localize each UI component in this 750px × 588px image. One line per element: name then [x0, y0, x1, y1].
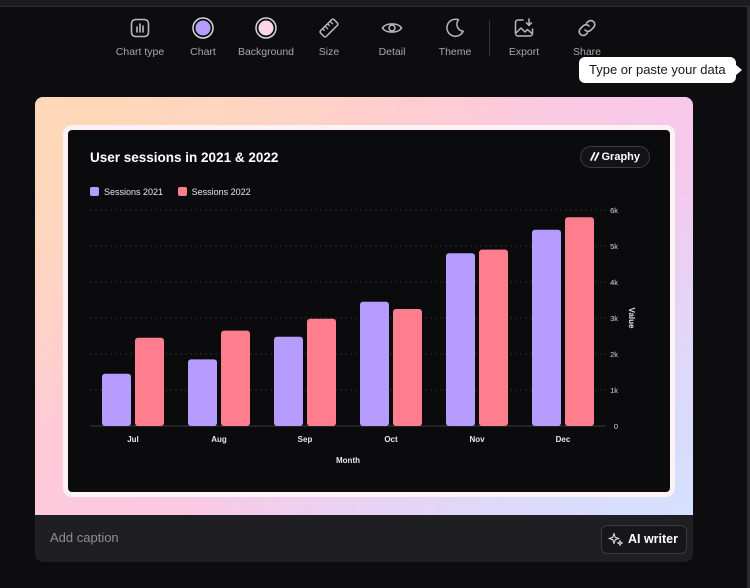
- export-label: Export: [508, 46, 540, 58]
- bar-2021-oct: [360, 301, 389, 426]
- bar-2021-dec: [532, 229, 561, 426]
- window-right-edge: [747, 6, 750, 588]
- y-axis-label: Value: [627, 308, 636, 329]
- data-input-tooltip: Type or paste your data: [579, 57, 736, 83]
- bar-chart: 0 1k 2k 3k 4k 5k 6k Value Jul Aug Sep Oct Nov Dec Mont…: [90, 206, 636, 465]
- chart-type-label: Chart type: [115, 46, 165, 58]
- tooltip-arrow: [735, 64, 742, 76]
- bar-2022-dec: [565, 217, 594, 426]
- legend-item-2022[interactable]: Sessions 2022: [177, 187, 251, 197]
- bar-2022-sep: [307, 318, 336, 426]
- legend-item-2021[interactable]: Sessions 2021: [90, 187, 163, 197]
- export-button[interactable]: Export: [489, 16, 559, 58]
- x-tick-label: Oct: [384, 435, 398, 444]
- detail-label: Detail: [378, 46, 406, 58]
- y-tick-label: 4k: [610, 278, 618, 287]
- theme-label: Theme: [438, 46, 472, 58]
- y-tick-label: 6k: [610, 206, 618, 215]
- link-icon: [578, 19, 596, 37]
- x-tick-label: Jul: [127, 435, 139, 444]
- y-tick-label: 5k: [610, 242, 618, 251]
- chart-toolbar: Chart type Chart Background Size: [0, 16, 750, 64]
- bar-2021-sep: [274, 336, 303, 426]
- chart-title: User sessions in 2021 & 2022: [90, 150, 279, 165]
- toolbar-divider: [489, 20, 490, 56]
- y-tick-label: 1k: [610, 386, 618, 395]
- x-axis-label: Month: [336, 456, 360, 465]
- bar-2022-oct: [393, 309, 422, 426]
- x-tick-label: Aug: [211, 435, 227, 444]
- share-label: Share: [572, 46, 602, 58]
- x-tick-label: Sep: [298, 435, 313, 444]
- legend-swatch-2022: [177, 187, 187, 196]
- chart-type-button[interactable]: Chart type: [105, 16, 175, 58]
- chart-color-swatch: [192, 17, 214, 39]
- bar-2022-jul: [135, 337, 164, 426]
- graphy-logo-icon: [590, 152, 600, 161]
- chart-legend: Sessions 2021 Sessions 2022: [90, 187, 263, 197]
- theme-button[interactable]: Theme: [420, 16, 490, 58]
- bar-2022-aug: [221, 330, 250, 426]
- detail-button[interactable]: Detail: [357, 16, 427, 58]
- chart-frame[interactable]: 0 1k 2k 3k 4k 5k 6k Value Jul Aug Sep Oct Nov Dec Mont…: [63, 125, 675, 497]
- bar-2021-nov: [446, 253, 475, 426]
- chart-color-button[interactable]: Chart: [168, 16, 238, 58]
- caption-bar: Add caption AI writer: [35, 515, 693, 562]
- x-tick-label: Dec: [556, 435, 571, 444]
- background-color-label: Background: [237, 46, 295, 58]
- ruler-icon: [319, 18, 339, 38]
- y-tick-label: 0: [614, 422, 618, 431]
- chart-card: 0 1k 2k 3k 4k 5k 6k Value Jul Aug Sep Oct Nov Dec Mont…: [35, 97, 693, 562]
- bar-2022-nov: [479, 249, 508, 426]
- x-tick-label: Nov: [469, 435, 485, 444]
- y-tick-label: 2k: [610, 350, 618, 359]
- background-color-swatch: [255, 17, 277, 39]
- background-color-button[interactable]: Background: [231, 16, 301, 58]
- y-tick-label: 3k: [610, 314, 618, 323]
- size-label: Size: [318, 46, 340, 58]
- chart-color-label: Chart: [190, 46, 216, 58]
- chart-type-icon: [130, 18, 150, 38]
- caption-input[interactable]: Add caption: [50, 530, 119, 545]
- share-button[interactable]: Share: [552, 16, 622, 58]
- bar-2021-aug: [188, 359, 217, 426]
- legend-label-2021: Sessions 2021: [104, 187, 164, 197]
- ai-writer-button[interactable]: AI writer: [600, 525, 687, 554]
- size-button[interactable]: Size: [294, 16, 364, 58]
- ai-writer-label: AI writer: [627, 532, 678, 546]
- graphy-logo: Graphy: [580, 146, 650, 168]
- moon-icon: [446, 18, 464, 37]
- export-image-icon: [514, 18, 534, 37]
- window-top-strip: [0, 0, 750, 7]
- eye-icon: [381, 23, 403, 33]
- graphy-logo-text: Graphy: [601, 151, 640, 163]
- sparkle-icon: [608, 532, 623, 546]
- bar-2021-jul: [102, 373, 131, 426]
- legend-swatch-2021: [90, 187, 99, 196]
- legend-label-2022: Sessions 2022: [191, 187, 251, 197]
